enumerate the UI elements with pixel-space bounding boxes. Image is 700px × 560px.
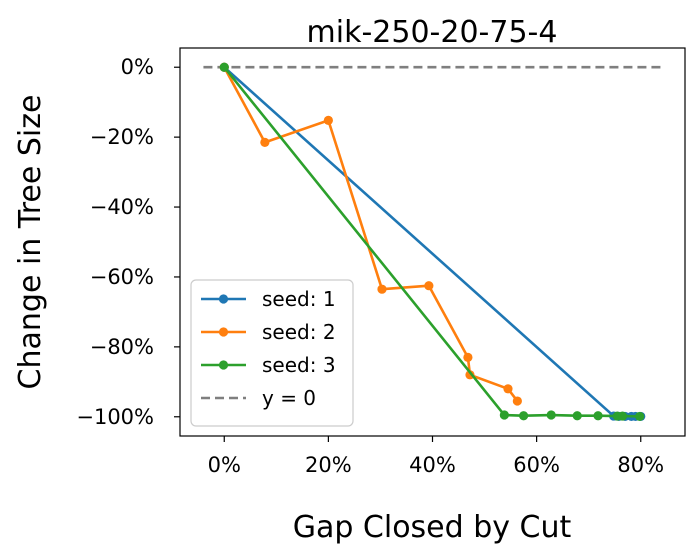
x-tick-label: 60% (513, 453, 560, 477)
x-tick-label: 20% (305, 453, 352, 477)
legend-label: y = 0 (262, 386, 316, 410)
y-axis-label: Change in Tree Size (13, 95, 48, 390)
x-tick-label: 80% (617, 453, 664, 477)
data-point (260, 137, 270, 147)
y-axis-ticks: 0% −20% −40% −60% −80% −100% (76, 55, 180, 429)
y-tick-label: −100% (76, 405, 154, 429)
data-point (617, 411, 628, 421)
legend-swatch-marker (218, 294, 229, 304)
data-point (424, 281, 434, 291)
legend-label: seed: 3 (262, 353, 336, 377)
data-point (463, 352, 473, 362)
legend-label: seed: 2 (262, 320, 336, 344)
data-point (572, 411, 582, 421)
x-axis-label: Gap Closed by Cut (293, 510, 572, 545)
legend-swatch-marker (218, 360, 229, 370)
y-tick-label: −80% (90, 335, 154, 359)
data-point (512, 396, 522, 406)
data-point (593, 411, 603, 421)
x-tick-label: 40% (409, 453, 456, 477)
data-point (377, 284, 387, 294)
data-point (499, 410, 509, 420)
data-point (323, 115, 333, 125)
x-axis-ticks: 0% 20% 40% 60% 80% (208, 436, 664, 477)
legend-frame (190, 279, 354, 427)
y-tick-label: −40% (90, 195, 154, 219)
legend: seed: 1 seed: 2 seed: 3 y = 0 (190, 279, 354, 427)
data-point (546, 410, 556, 420)
plot-lines (203, 62, 662, 422)
y-tick-label: 0% (121, 55, 154, 79)
y-tick-label: −60% (90, 265, 154, 289)
legend-label: seed: 1 (262, 287, 336, 311)
data-point (219, 62, 229, 72)
data-point (519, 411, 529, 421)
legend-swatch-marker (218, 327, 229, 337)
y-tick-label: −20% (90, 125, 154, 149)
chart-title: mik-250-20-75-4 (307, 15, 558, 50)
data-point (503, 384, 513, 394)
x-tick-label: 0% (208, 453, 241, 477)
data-point (635, 411, 645, 422)
